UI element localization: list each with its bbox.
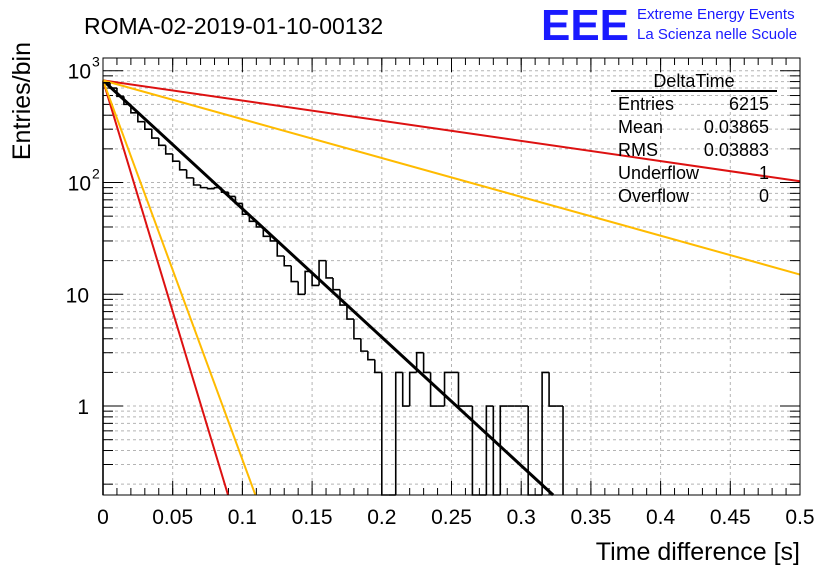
histogram-bin [269,236,278,242]
histogram-bin [137,112,145,123]
logo-eee-text: EEE [541,1,629,50]
red-fit-slow [102,79,801,183]
histogram-bin [283,256,292,267]
histogram-bin [422,352,431,374]
x-tick-label: 0.05 [152,506,193,529]
stats-underflow-label: Underflow [618,163,700,183]
plot-frame [102,57,801,496]
stats-rms-label: RMS [618,140,658,160]
histogram-bin [318,259,327,286]
x-tick-label: 0.15 [292,506,333,529]
orange-fit-slow [102,79,801,276]
stats-box: DeltaTime Entries 6215 Mean 0.03865 RMS … [611,71,777,206]
fit-curves [101,79,801,497]
histogram-bin [109,82,117,89]
histogram-bin [150,129,159,139]
histogram-bin [381,372,389,496]
y-tick-label-exponent: 3 [92,54,100,70]
stats-overflow-value: 0 [759,186,769,206]
histogram-bin [415,351,424,373]
histogram-bin [367,351,375,361]
histogram-bin [394,371,403,495]
histogram-bin [255,221,264,228]
histogram-bin [332,277,340,291]
histogram-bin [548,372,557,407]
stats-entries-label: Entries [618,94,674,114]
histogram-bin [485,405,494,495]
histogram-bin [234,196,243,205]
histogram-bin [401,372,410,407]
logo-line-1: Extreme Energy Events [637,6,795,23]
chart-title: ROMA-02-2019-01-10-00132 [84,13,383,39]
x-tick-label: 0.1 [228,506,257,529]
y-tick-label: 10 [66,284,89,307]
histogram-bin [185,169,194,179]
histogram-bin [429,372,438,407]
x-tick-label: 0.35 [570,506,611,529]
eee-logo: EEE Extreme Energy Events La Scienza nel… [541,1,797,50]
histogram-bin [443,371,452,407]
stats-title: DeltaTime [653,71,734,91]
histogram-bin [304,270,313,295]
stats-underflow-value: 1 [759,163,769,183]
histogram-bin [102,81,110,495]
histogram-bin [199,184,208,189]
histogram-bin [353,319,361,340]
stats-overflow-label: Overflow [618,186,690,206]
histogram-bin [499,405,508,495]
x-tick-label: 0.45 [710,506,751,529]
histogram-bin [171,153,180,163]
histogram-bin [457,372,466,407]
histogram-bin [144,121,152,130]
y-tick-label: 1 [77,396,89,419]
logo-line-2: La Scienza nelle Scuole [637,26,797,43]
stats-mean-label: Mean [618,117,663,137]
black-fit [101,79,555,497]
stats-mean-value: 0.03865 [704,117,769,137]
x-tick-labels: 0 0.05 0.1 0.15 0.2 0.25 0.3 0.35 0.4 0.45 0.5 [97,506,814,529]
histogram-bin [262,226,271,238]
x-tick-label: 0.25 [431,506,472,529]
y-axis-label: Entries/bin [8,42,36,160]
stats-entries-value: 6215 [729,94,769,114]
x-tick-label: 0 [97,506,109,529]
y-tick-label: 10 [68,61,91,84]
histogram-bin [164,145,173,155]
histogram-bin [227,192,236,198]
orange-fit-fast [102,80,257,496]
histogram-bin [220,187,229,193]
histogram-bin [339,289,347,306]
x-tick-label: 0.3 [507,506,536,529]
histogram-bin [408,371,417,407]
histogram-bin [346,305,354,320]
histogram-bin [297,281,306,296]
histogram-bin [248,214,257,223]
histogram-bin [178,161,187,171]
y-tick-label-exponent: 2 [92,166,100,182]
x-axis-label: Time difference [s] [596,538,800,566]
histogram-bin [241,203,250,216]
x-tick-label: 0.2 [367,506,396,529]
x-tick-label: 0.4 [646,506,676,529]
histogram-bin [276,240,285,257]
histogram-bin [360,338,368,352]
histogram-bin [311,271,320,287]
histogram-bin [206,187,215,190]
histogram-bin [374,359,382,374]
histogram-bin [123,96,131,106]
histogram-bin [116,88,124,98]
histogram-bin [290,265,299,283]
histogram-bin [192,177,201,186]
red-fit-fast [102,80,229,496]
x-tick-label: 0.5 [785,506,814,529]
stats-rms-value: 0.03883 [704,140,769,160]
y-tick-label: 10 [68,173,91,196]
histogram-bin [157,138,166,147]
histogram-bin [541,371,550,495]
histogram-bin [325,260,334,279]
histogram-bin [130,104,138,114]
histogram-bin [213,186,222,189]
